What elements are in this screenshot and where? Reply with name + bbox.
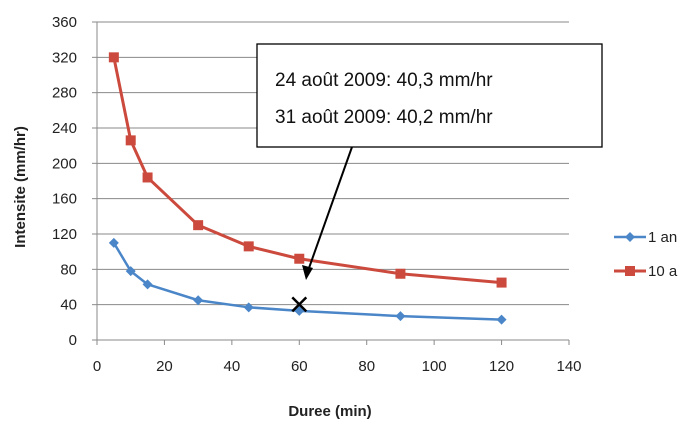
data-point <box>193 295 204 306</box>
data-point <box>395 311 406 322</box>
annotation-arrow <box>308 146 353 269</box>
x-tick-labels: 0 20 40 60 80 100 120 140 <box>93 358 582 375</box>
legend-swatch-marker <box>625 266 635 276</box>
y-tick-label: 40 <box>60 297 77 314</box>
x-axis-title: Duree (min) <box>288 403 371 420</box>
x-marker-stroke <box>291 296 308 313</box>
x-tick-label: 140 <box>556 358 581 375</box>
y-axis-title: Intensite (mm/hr) <box>12 126 29 248</box>
y-tick-label: 320 <box>52 49 77 66</box>
annotation: 24 août 2009: 40,3 mm/hr 31 août 2009: 4… <box>256 43 603 313</box>
y-tick-label: 240 <box>52 120 77 137</box>
data-point <box>142 279 153 290</box>
y-tick-labels: 0 40 80 120 160 200 240 280 320 360 <box>52 14 77 349</box>
annotation-line-2: 31 août 2009: 40,2 mm/hr <box>275 107 493 128</box>
y-tick-label: 80 <box>60 261 77 278</box>
x-tick-label: 120 <box>489 358 514 375</box>
legend-item: 1 an <box>614 229 677 246</box>
data-point <box>108 237 119 248</box>
y-tick-label: 280 <box>52 85 77 102</box>
annotation-arrowhead <box>302 265 313 280</box>
x-tick-label: 100 <box>422 358 447 375</box>
legend-item: 10 a <box>614 263 678 280</box>
series-2 <box>108 52 507 288</box>
data-point <box>142 172 153 183</box>
y-tick-label: 120 <box>52 226 77 243</box>
data-point <box>243 302 254 313</box>
series-line <box>112 57 502 285</box>
legend: 1 an 10 a <box>614 229 678 280</box>
y-tick-label: 360 <box>52 14 77 31</box>
x-tick-label: 60 <box>291 358 308 375</box>
data-point <box>294 253 305 264</box>
annotation-box <box>256 43 603 148</box>
x-tick-label: 0 <box>93 358 101 375</box>
observed-point-x-marker <box>291 296 308 313</box>
y-tick-label: 160 <box>52 191 77 208</box>
data-point <box>496 314 507 325</box>
x-tick-label: 80 <box>358 358 375 375</box>
series-1 <box>108 237 507 325</box>
data-point <box>395 268 406 279</box>
y-tick-label: 0 <box>69 332 77 349</box>
data-point <box>125 266 136 277</box>
data-point <box>243 241 254 252</box>
data-point <box>193 220 204 231</box>
x-tick-label: 20 <box>156 358 173 375</box>
axes <box>92 21 570 345</box>
legend-label: 10 a <box>648 263 678 280</box>
x-tick-label: 40 <box>224 358 241 375</box>
data-point <box>108 52 119 63</box>
series-line <box>112 242 502 321</box>
series-group <box>108 52 507 325</box>
legend-label: 1 an <box>648 229 677 246</box>
data-point <box>496 277 507 288</box>
data-point <box>125 135 136 146</box>
annotation-line-1: 24 août 2009: 40,3 mm/hr <box>275 70 493 91</box>
y-tick-label: 200 <box>52 155 77 172</box>
legend-swatch-marker <box>625 232 635 242</box>
